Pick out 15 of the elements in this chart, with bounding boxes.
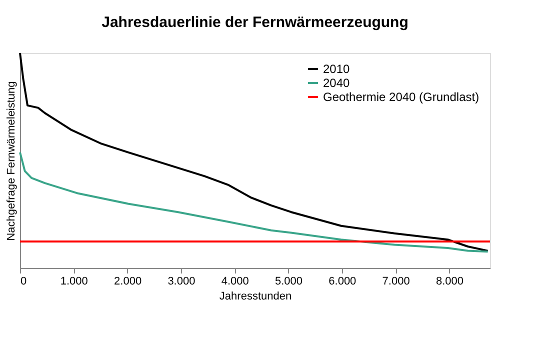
x-tick-label: 4.000 (221, 276, 249, 288)
x-tick-label: 2.000 (114, 276, 142, 288)
x-tick-label: 8.000 (436, 276, 464, 288)
legend-label: 2040 (323, 76, 350, 90)
legend-label: Geothermie 2040 (Grundlast) (323, 90, 480, 104)
x-tick-label: 3.000 (168, 276, 196, 288)
x-tick-label: 7.000 (382, 276, 410, 288)
legend-label: 2010 (323, 62, 350, 76)
chart-title: Jahresdauerlinie der Fernwärmeerzeugung (102, 14, 408, 31)
x-tick-label: 1.000 (60, 276, 88, 288)
x-tick-label: 0 (20, 276, 27, 288)
y-axis-title: Nachgefrage Fernwärmeleistung (6, 81, 18, 241)
x-axis-title: Jahresstunden (219, 290, 292, 302)
x-tick-label: 5.000 (275, 276, 303, 288)
x-tick-label: 6.000 (328, 276, 356, 288)
